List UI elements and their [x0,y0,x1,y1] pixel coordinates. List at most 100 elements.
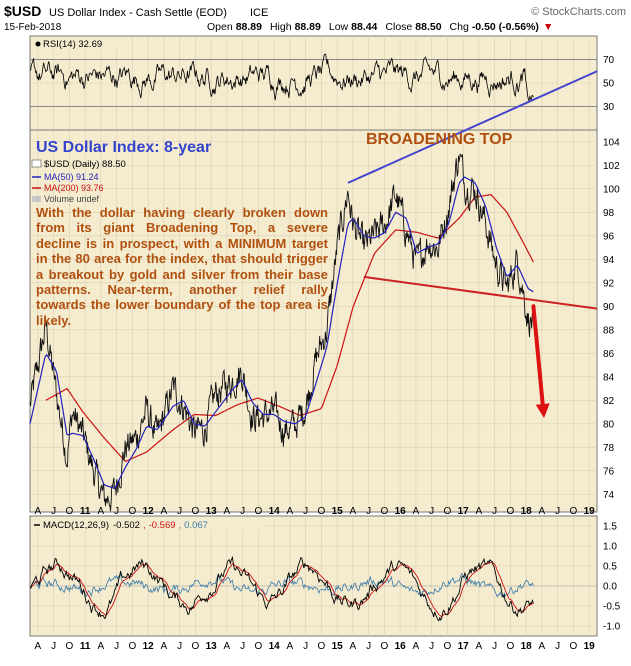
price-legend-swatch-icon [31,159,42,168]
x-axis-label: O [317,641,325,652]
rsi-legend: RSI(14) 32.69 [43,39,102,50]
macd-histogram [29,572,534,598]
x-axis-label: O [380,506,388,517]
close-label: Close [385,21,412,33]
rsi-legend-bg [33,38,125,50]
ma200-legend: MA(200) 93.76 [44,183,104,193]
price-tick-label: 92 [603,278,615,289]
price-tick-label: 78 [603,443,615,454]
price-tick-label: 74 [603,490,615,501]
x-axis-label: O [254,506,262,517]
x-axis-label: 17 [458,641,470,652]
chg-value: -0.50 (-0.56%) [472,21,539,33]
x-axis-label: O [254,641,262,652]
macd-signal-value: -0.569 [149,520,176,531]
exchange: ICE [250,7,268,19]
x-axis-label: O [65,506,73,517]
target-arrow-icon [531,304,550,418]
x-axis-label: J [177,506,182,517]
macd-tick-label: 1.0 [603,542,617,553]
x-axis-label: J [492,506,497,517]
broadening-top-upper-trendline [347,70,598,184]
x-axis-label: O [506,506,514,517]
low-label: Low [329,21,349,33]
price-tick-label: 98 [603,208,615,219]
close-value: 88.50 [415,21,441,33]
x-axis-label: J [177,641,182,652]
x-axis-label: O [128,641,136,652]
x-axis-label: J [303,641,308,652]
x-axis-label: J [240,641,245,652]
rsi-tick-label: 30 [603,102,615,113]
pattern-label: BROADENING TOP [366,131,513,148]
x-axis-label: A [539,506,546,517]
rsi-line [29,53,534,103]
x-axis-labels-bottom: A J O 11 A J O 12 A J O 13 A J O 14 A J O 15 A J O 16 A J O 17 A J O 18… [35,641,596,652]
macd-tick-label: -1.0 [603,622,621,633]
rsi-legend-dot-icon [35,41,41,47]
x-axis-label: A [476,506,483,517]
high-label: High [270,21,292,33]
ma50-line [29,176,534,489]
commentary-text: With the dollar having clearly broken do… [36,205,328,328]
x-axis-label: O [443,506,451,517]
x-axis-label: J [51,641,56,652]
price-legend-symbol: $USD (Daily) 88.50 [44,159,126,170]
macd-legend: MACD(12,26,9) -0.502, -0.569, 0.067 [43,520,208,531]
rsi-tick-label: 70 [603,55,615,66]
broadening-top-lower-trendline [363,275,598,310]
x-axis-label: 18 [521,506,533,517]
ma200-line [45,194,534,463]
x-axis-label: O [380,641,388,652]
x-axis-label: A [476,641,483,652]
macd-value: -0.502 [113,520,140,531]
x-axis-label: O [569,506,577,517]
x-axis-label: 11 [80,506,91,517]
macd-tick-label: -0.5 [603,602,621,613]
rsi-panel: RSI(14) 32.69 30 50 70 [29,35,615,131]
ohlc-readout: Open 88.89 High 88.89 Low 88.44 Close 88.50 Chg -… [207,21,553,33]
low-value: 88.44 [351,21,377,33]
x-axis-label: 16 [395,506,407,517]
price-tick-label: 90 [603,302,615,313]
macd-panel: MACD(12,26,9) -0.502, -0.569, 0.067 -1.0-0.… [29,515,621,637]
high-value: 88.89 [295,21,321,33]
price-tick-label: 94 [603,255,615,266]
macd-legend-label: MACD(12,26,9) [43,520,109,531]
x-axis-label: 13 [206,641,218,652]
x-axis-label: O [317,506,325,517]
x-axis-label: 15 [332,506,344,517]
x-axis-label: J [366,641,371,652]
x-axis-label: A [224,641,231,652]
x-axis-label: J [429,641,434,652]
x-axis-label: J [555,506,560,517]
rsi-tick-label: 50 [603,79,615,90]
annotation-title: US Dollar Index: 8-year [36,139,211,156]
x-axis-label: A [287,506,294,517]
instrument-name: US Dollar Index - Cash Settle (EOD) [49,7,227,19]
x-axis-label: J [51,506,56,517]
x-axis-label: A [98,641,105,652]
x-axis-label: A [539,641,546,652]
x-axis-label: O [65,641,73,652]
x-axis-label: A [161,641,168,652]
price-tick-label: 86 [603,349,615,360]
macd-plot-area [29,515,598,637]
x-axis-label: A [287,641,294,652]
price-tick-label: 88 [603,325,615,336]
volume-legend: Volume undef [44,194,100,204]
x-axis-label: A [35,641,42,652]
price-tick-label: 82 [603,396,615,407]
macd-legend-bg [33,518,263,530]
x-axis-label: O [569,641,577,652]
x-axis-label: J [114,641,119,652]
x-axis-label: A [98,506,105,517]
macd-hist-value: 0.067 [184,520,208,531]
x-axis-label: O [506,641,514,652]
chg-down-arrow-icon: ▼ [543,21,553,33]
open-value: 88.89 [236,21,262,33]
x-axis-label: 16 [395,641,407,652]
x-axis-labels-middle: A J O 11 A J O 12 A J O 13 A J O 14 A J O 15 A J O 16 A J O 17 A J O 18… [35,506,596,517]
x-axis-label: O [443,641,451,652]
